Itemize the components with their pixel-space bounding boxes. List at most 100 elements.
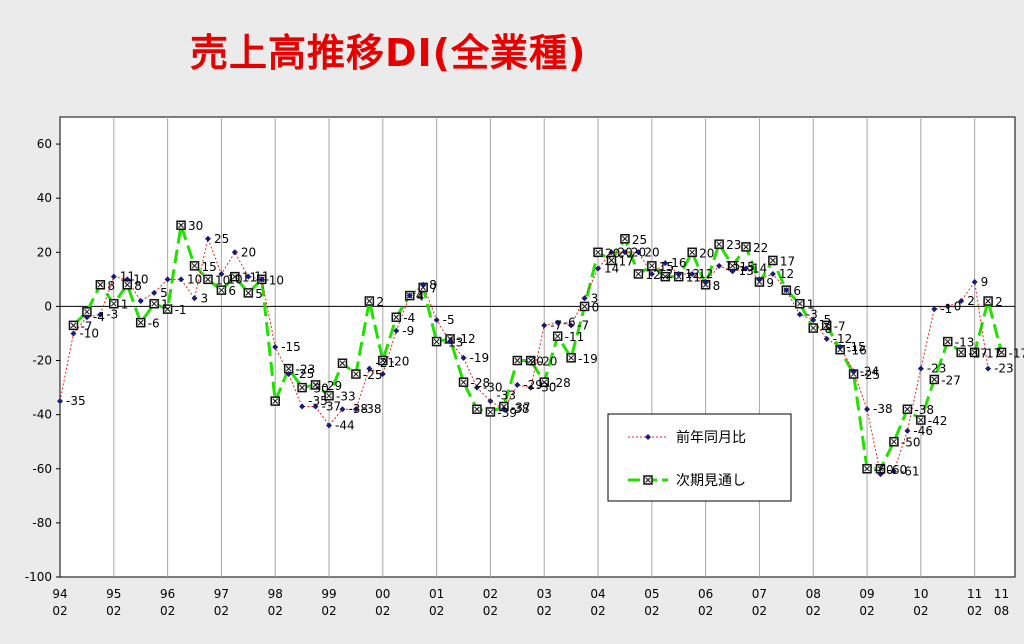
forecast-point: [956, 347, 966, 358]
forecast-point: [647, 261, 657, 271]
forecast-marker-cross: [474, 406, 480, 413]
yoy-point: [500, 406, 507, 413]
yoy-point: [541, 322, 548, 329]
plot-area: [59, 116, 1016, 578]
forecast-marker-cross: [285, 365, 292, 372]
yoy-data-label: -5: [819, 313, 831, 327]
yoy-data-label: 8: [429, 278, 437, 292]
forecast-data-label: -17: [982, 346, 1002, 360]
forecast-data-label: -7: [834, 319, 846, 333]
forecast-point: [741, 242, 751, 252]
x-tick-label-year: 04: [590, 587, 605, 601]
yoy-point: [352, 406, 359, 413]
forecast-data-label: 15: [740, 260, 755, 274]
yoy-point: [595, 265, 602, 272]
legend-forecast-marker-cross: [645, 477, 651, 483]
forecast-data-label: -23: [296, 363, 316, 377]
yoy-point: [756, 276, 763, 283]
yoy-data-label: 14: [604, 262, 619, 276]
forecast-data-label: -13: [955, 336, 975, 350]
yoy-data-label: -37: [322, 400, 342, 414]
forecast-data-label: -6: [148, 317, 160, 331]
y-tick-label: 60: [37, 137, 52, 151]
forecast-marker-cross: [272, 398, 279, 404]
yoy-point: [702, 279, 709, 286]
yoy-point: [608, 249, 615, 256]
forecast-data-label: -29: [323, 379, 343, 393]
yoy-point: [877, 471, 884, 478]
forecast-data-label: 8: [713, 279, 721, 293]
forecast-marker-cross: [84, 308, 90, 315]
x-tick-label-month: 02: [321, 604, 336, 618]
yoy-data-label: -15: [846, 340, 866, 354]
yoy-point: [447, 338, 454, 345]
forecast-point: [162, 304, 173, 314]
forecast-marker-cross: [460, 379, 467, 386]
x-tick-label-month: 02: [698, 604, 713, 618]
x-tick-label-year: 11: [967, 587, 982, 601]
x-tick-label-month: 02: [806, 604, 821, 618]
x-tick-label-month: 02: [859, 604, 874, 618]
forecast-marker-cross: [366, 298, 373, 304]
forecast-marker-cross: [110, 300, 117, 307]
forecast-point: [862, 464, 872, 474]
y-tick-label: 40: [37, 191, 52, 205]
yoy-data-label: -46: [913, 424, 933, 438]
yoy-data-label: -23: [994, 362, 1014, 376]
yoy-point: [57, 398, 63, 405]
forecast-marker-cross: [514, 357, 521, 364]
yoy-data-label: -25: [295, 367, 315, 381]
yoy-point: [823, 335, 830, 342]
yoy-data-label: 13: [739, 264, 754, 278]
yoy-data-label: -21: [375, 356, 395, 370]
yoy-point: [460, 354, 467, 361]
yoy-data-label: -12: [833, 332, 853, 346]
yoy-data-label: -30: [483, 381, 503, 395]
forecast-point: [243, 288, 254, 298]
forecast-marker-cross: [648, 262, 655, 269]
forecast-data-label: 15: [202, 260, 217, 274]
forecast-marker-cross: [433, 338, 440, 345]
forecast-point: [512, 355, 523, 366]
forecast-point: [458, 377, 469, 387]
x-tick-label-year: 06: [698, 587, 713, 601]
forecast-marker-cross: [891, 438, 897, 445]
yoy-data-label: 11: [254, 270, 269, 284]
forecast-marker-cross: [312, 382, 319, 388]
forecast-point: [929, 374, 940, 385]
forecast-data-label: 2: [995, 295, 1003, 309]
yoy-point: [285, 371, 292, 378]
yoy-point: [204, 235, 211, 242]
forecast-data-label: -20: [390, 355, 410, 369]
x-tick-label-year: 94: [52, 587, 67, 601]
y-tick-label: -20: [32, 354, 52, 368]
forecast-marker-cross: [191, 262, 198, 269]
yoy-point: [931, 306, 938, 313]
forecast-marker-cross: [178, 222, 184, 229]
forecast-data-label: -17: [968, 346, 988, 360]
yoy-point: [944, 303, 951, 310]
forecast-data-label: 5: [255, 287, 263, 301]
forecast-point: [391, 312, 402, 322]
forecast-marker-cross: [527, 357, 534, 364]
forecast-point: [687, 247, 697, 258]
forecast-marker-cross: [124, 281, 131, 288]
forecast-data-label: -50: [901, 436, 921, 450]
yoy-point: [393, 327, 400, 334]
yoy-point: [420, 281, 427, 288]
forecast-point: [620, 234, 630, 244]
forecast-point: [95, 280, 106, 290]
yoy-data-label: 20: [631, 245, 646, 259]
forecast-marker-cross: [608, 257, 615, 264]
forecast-marker-cross: [487, 409, 494, 415]
forecast-point: [916, 415, 926, 425]
yoy-point: [742, 265, 749, 272]
forecast-marker-cross: [595, 249, 601, 256]
forecast-data-label: -42: [928, 414, 948, 428]
forecast-data-label: -25: [363, 368, 383, 382]
yoy-point: [70, 330, 77, 337]
y-tick-label: -80: [32, 516, 52, 530]
chart-title: 売上高推移DI(全業種): [190, 31, 587, 75]
forecast-point: [203, 274, 213, 285]
forecast-point: [109, 298, 119, 309]
